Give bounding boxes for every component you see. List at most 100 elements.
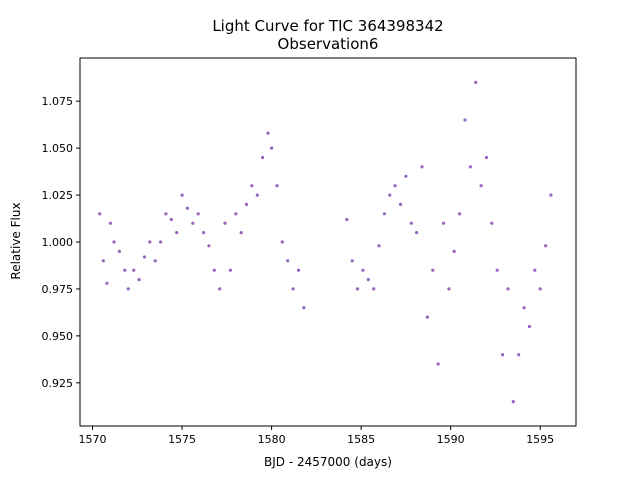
data-point xyxy=(388,193,392,197)
y-tick-label: 1.025 xyxy=(42,189,74,202)
y-tick-label: 0.975 xyxy=(42,283,74,296)
data-point xyxy=(431,268,435,272)
data-point xyxy=(495,268,499,272)
data-point xyxy=(436,362,440,366)
data-point xyxy=(302,306,306,310)
data-point xyxy=(244,202,249,206)
data-point xyxy=(234,212,238,216)
data-point xyxy=(393,184,397,188)
y-tick-label: 0.950 xyxy=(42,330,74,343)
data-point xyxy=(506,287,510,291)
data-point xyxy=(98,212,102,216)
data-point xyxy=(296,268,301,272)
data-point xyxy=(270,146,274,150)
data-point xyxy=(377,244,381,248)
data-point xyxy=(490,221,494,225)
y-tick-label: 0.925 xyxy=(42,377,74,390)
data-point xyxy=(275,184,279,188)
x-tick-label: 1570 xyxy=(79,433,107,446)
y-tick-label: 1.075 xyxy=(42,95,74,108)
data-point xyxy=(372,287,376,291)
data-point xyxy=(280,240,284,244)
data-point xyxy=(196,212,200,216)
data-point xyxy=(484,155,489,160)
y-tick-label: 1.000 xyxy=(42,236,74,249)
data-point xyxy=(511,400,515,404)
data-point xyxy=(420,165,424,169)
data-point xyxy=(474,80,478,84)
chart-title: Light Curve for TIC 364398342 xyxy=(212,17,444,35)
data-point xyxy=(185,206,189,210)
data-point xyxy=(202,231,206,235)
data-point xyxy=(239,231,243,235)
data-point xyxy=(479,184,483,188)
data-point xyxy=(250,184,254,188)
data-point xyxy=(404,174,408,178)
data-point xyxy=(261,155,265,160)
plot-frame xyxy=(79,57,577,427)
data-point xyxy=(382,212,386,216)
x-tick-label: 1580 xyxy=(258,433,286,446)
data-point xyxy=(549,193,553,197)
data-point xyxy=(175,231,179,235)
data-point xyxy=(501,353,505,357)
data-point xyxy=(538,287,542,291)
data-point xyxy=(463,118,467,122)
data-point xyxy=(218,287,222,291)
data-point xyxy=(266,131,270,135)
data-point xyxy=(415,231,419,235)
data-point xyxy=(112,240,116,244)
x-axis-ticks: 1570 1575 1580 1585 1590 1595 xyxy=(79,426,554,446)
data-point xyxy=(148,240,152,244)
data-point xyxy=(212,268,216,272)
data-point xyxy=(164,212,168,216)
x-tick-label: 1595 xyxy=(526,433,554,446)
data-point xyxy=(361,268,365,272)
data-point xyxy=(207,244,211,248)
data-point xyxy=(105,281,109,285)
data-point xyxy=(522,306,526,310)
data-point xyxy=(117,249,121,253)
data-point xyxy=(452,249,456,253)
data-point xyxy=(191,221,195,225)
data-point xyxy=(126,287,130,291)
data-point xyxy=(286,259,290,263)
x-axis-label: BJD - 2457000 (days) xyxy=(264,455,392,469)
data-point xyxy=(425,315,429,319)
data-point xyxy=(355,287,360,291)
data-point xyxy=(447,287,451,291)
data-point xyxy=(544,244,548,248)
data-point xyxy=(153,259,157,263)
data-point xyxy=(458,212,462,216)
chart-subtitle: Observation6 xyxy=(277,35,379,53)
data-point xyxy=(223,221,227,225)
data-point xyxy=(533,268,537,272)
data-point xyxy=(345,217,349,222)
data-point xyxy=(108,221,112,225)
data-point xyxy=(350,259,354,263)
x-tick-label: 1575 xyxy=(168,433,196,446)
data-point xyxy=(159,240,163,244)
data-point xyxy=(228,268,232,272)
y-axis-label: Relative Flux xyxy=(9,202,23,280)
data-point xyxy=(142,255,147,259)
data-points xyxy=(98,80,553,404)
data-point xyxy=(291,287,295,291)
data-point xyxy=(180,193,184,197)
x-tick-label: 1585 xyxy=(347,433,375,446)
y-axis-ticks: 0.925 0.950 0.975 1.000 1.025 1.050 1.075 xyxy=(42,95,80,390)
data-point xyxy=(101,259,105,263)
data-point xyxy=(169,217,173,222)
data-point xyxy=(517,353,521,357)
data-point xyxy=(132,268,136,272)
data-point xyxy=(441,221,446,225)
data-point xyxy=(137,278,141,282)
data-point xyxy=(255,193,259,197)
data-point xyxy=(409,221,413,225)
x-tick-label: 1590 xyxy=(437,433,465,446)
data-point xyxy=(123,268,127,272)
data-point xyxy=(366,278,370,282)
data-point xyxy=(468,165,472,169)
data-point xyxy=(527,324,532,329)
